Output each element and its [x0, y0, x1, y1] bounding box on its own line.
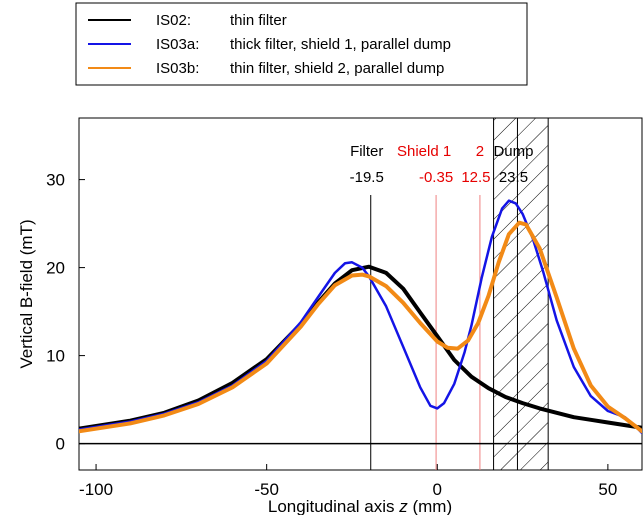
x-tick-label-2: 0 [433, 480, 442, 499]
marker-label-1: Shield 1 [397, 143, 451, 160]
marker-label-3: Dump [493, 143, 533, 160]
series-line-1 [79, 199, 642, 435]
legend-box [75, 2, 528, 86]
marker-value-0: -19.5 [350, 169, 384, 186]
marker-value-2: 12.5 [461, 169, 490, 186]
y-tick-label-3: 30 [46, 171, 65, 190]
legend-desc-1: thick filter, shield 1, parallel dump [230, 36, 451, 53]
x-tick-label-1: -50 [254, 480, 279, 499]
y-axis-label: Vertical B-field (mT) [17, 219, 36, 368]
x-axis: -100 -50 0 50 [79, 464, 617, 499]
marker-label-2: 2 [476, 143, 484, 160]
x-tick-label-0: -100 [79, 480, 113, 499]
x-axis-label: Longitudinal axis z (mm) [268, 497, 452, 515]
series-group [79, 199, 642, 435]
legend: IS02: thin filter IS03a: thick filter, shie… [75, 2, 528, 86]
y-tick-label-2: 20 [46, 259, 65, 278]
series-line-0 [79, 264, 642, 431]
y-axis: 0 10 20 30 [46, 171, 85, 454]
marker-label-0: Filter [350, 143, 383, 160]
legend-desc-0: thin filter [230, 12, 287, 29]
series-line-2 [79, 220, 642, 434]
marker-value-1: -0.35 [419, 169, 453, 186]
legend-desc-2: thin filter, shield 2, parallel dump [230, 60, 444, 77]
legend-name-1: IS03a: [156, 36, 199, 53]
legend-name-2: IS03b: [156, 60, 199, 77]
x-tick-label-3: 50 [598, 480, 617, 499]
legend-name-0: IS02: [156, 12, 191, 29]
y-tick-label-1: 10 [46, 347, 65, 366]
dump-region [493, 118, 549, 470]
plot-frame [78, 117, 643, 471]
y-tick-label-0: 0 [56, 435, 65, 454]
marker-value-3: 23.5 [499, 169, 528, 186]
